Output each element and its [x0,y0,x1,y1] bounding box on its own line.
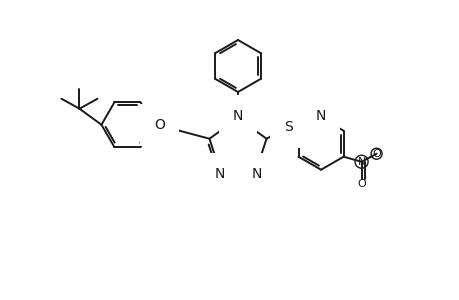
Text: N: N [357,157,365,167]
Text: O: O [371,149,380,159]
Text: N: N [315,109,325,123]
Text: O: O [357,179,365,189]
Text: S: S [284,120,292,134]
Text: O: O [154,118,164,132]
Text: N: N [214,167,224,181]
Text: N: N [232,109,243,123]
Text: N: N [251,167,261,181]
